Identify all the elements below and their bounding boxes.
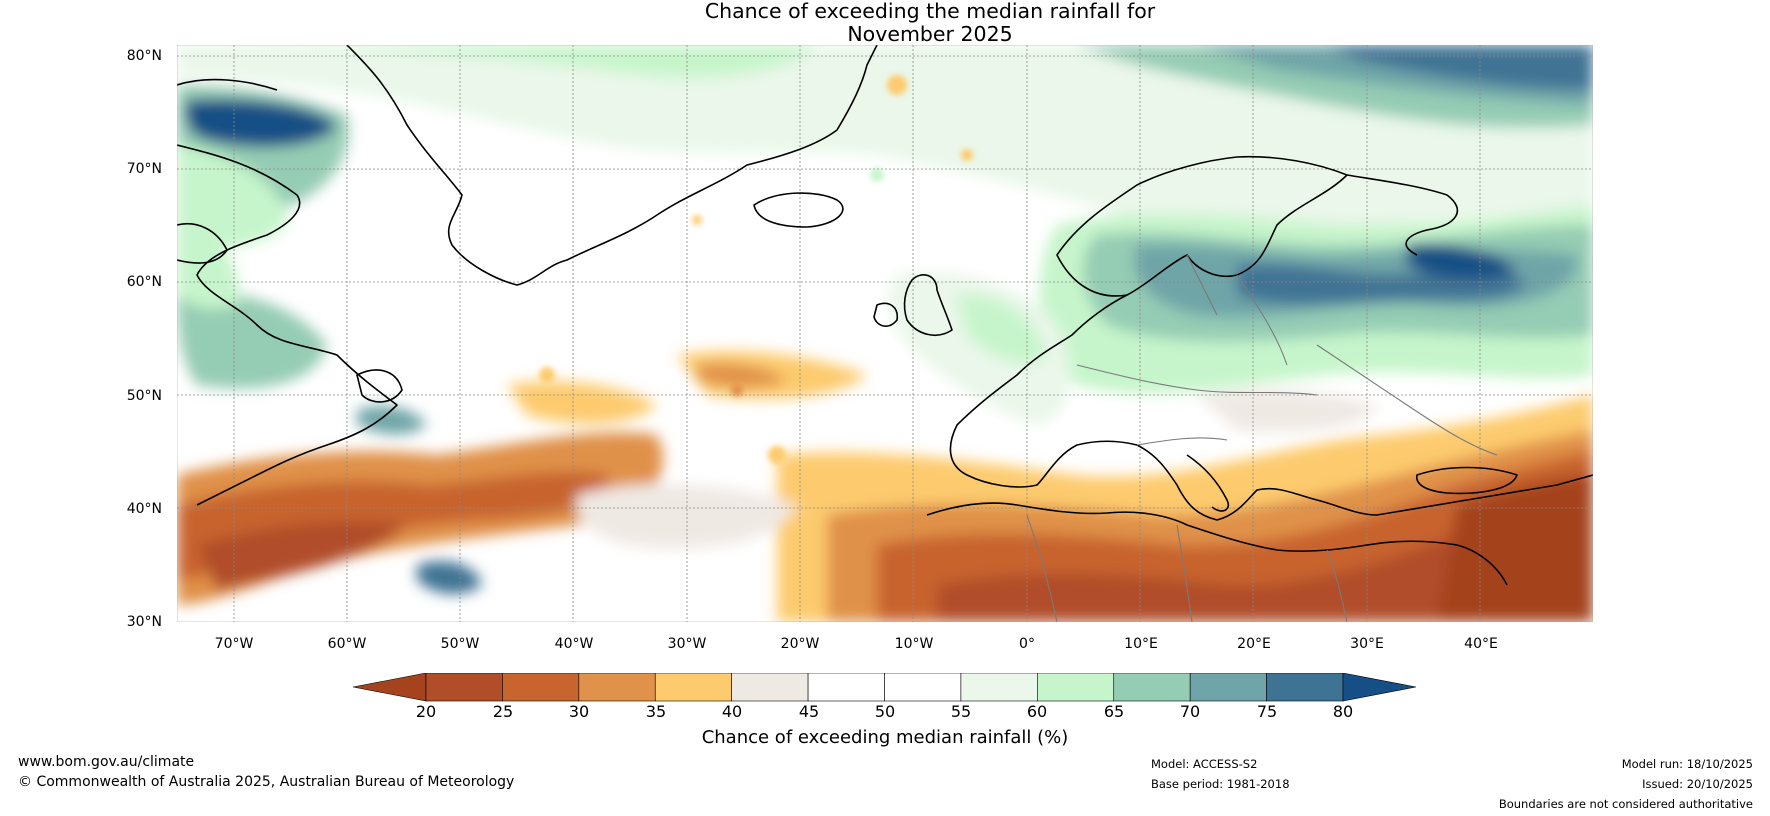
- colorbar-tick: 25: [492, 702, 514, 721]
- colorbar-segment: [1266, 673, 1344, 702]
- colorbar-tick: 50: [874, 702, 896, 721]
- colorbar-tick: 80: [1332, 702, 1354, 721]
- lat-label: 40°N: [126, 501, 162, 517]
- disclaimer-text: Boundaries are not considered authoritat…: [1498, 797, 1753, 811]
- coastlines: [177, 45, 1593, 586]
- probability-spots: [539, 75, 973, 464]
- lat-label: 70°N: [126, 161, 162, 177]
- map-canvas: [177, 45, 1593, 622]
- colorbar-tick: 60: [1026, 702, 1048, 721]
- lat-label: 80°N: [126, 48, 162, 64]
- lon-label: 30°E: [1350, 636, 1384, 652]
- colorbar-tick: 40: [721, 702, 743, 721]
- country-borders: [1026, 254, 1498, 622]
- copyright-text: © Commonwealth of Australia 2025, Austra…: [18, 774, 515, 790]
- colorbar-segment: [425, 673, 503, 702]
- colorbar-tick: 45: [798, 702, 820, 721]
- lat-label: 50°N: [126, 388, 162, 404]
- colorbar-tick: 55: [950, 702, 972, 721]
- colorbar-segment: [578, 673, 656, 702]
- colorbar-segment: [1189, 673, 1267, 702]
- colorbar-label: Chance of exceeding median rainfall (%): [701, 727, 1069, 748]
- colorbar-segment: [654, 673, 732, 702]
- colorbar-segment: [1037, 673, 1115, 702]
- lon-label: 10°E: [1124, 636, 1158, 652]
- rainfall-map: [177, 45, 1593, 622]
- lon-label: 20°E: [1237, 636, 1271, 652]
- graticule: [177, 45, 1593, 622]
- lon-label: 40°E: [1464, 636, 1498, 652]
- lon-label: 60°W: [327, 636, 367, 652]
- lat-label: 30°N: [126, 614, 162, 630]
- lon-label: 10°W: [894, 636, 934, 652]
- lon-label: 0°: [1019, 636, 1035, 652]
- colorbar-segment: [1113, 673, 1191, 702]
- lon-label: 30°W: [667, 636, 707, 652]
- colorbar-tick: 30: [568, 702, 590, 721]
- website-link[interactable]: www.bom.gov.au/climate: [18, 754, 195, 770]
- lon-label: 20°W: [780, 636, 820, 652]
- issued-text: Issued: 20/10/2025: [1642, 777, 1753, 791]
- colorbar-segment: [960, 673, 1038, 702]
- colorbar-segment: [731, 673, 809, 702]
- colorbar-tick: 75: [1256, 702, 1278, 721]
- colorbar-extend-low: [352, 673, 427, 702]
- colorbar-tick: 35: [645, 702, 667, 721]
- lon-label: 40°W: [554, 636, 594, 652]
- colorbar-tick: 20: [415, 702, 437, 721]
- colorbar-tick: 70: [1179, 702, 1201, 721]
- lon-label: 70°W: [214, 636, 254, 652]
- colorbar-extend-high: [1342, 673, 1417, 702]
- chart-title: Chance of exceeding the median rainfall …: [0, 0, 1770, 46]
- title-line-1: Chance of exceeding the median rainfall …: [704, 0, 1156, 23]
- colorbar-segment: [884, 673, 962, 702]
- title-line-2: November 2025: [847, 22, 1013, 46]
- colorbar-segment: [807, 673, 885, 702]
- model-text: Model: ACCESS-S2: [1151, 757, 1258, 771]
- probability-field: [177, 45, 1593, 622]
- lat-label: 60°N: [126, 274, 162, 290]
- colorbar-segment: [502, 673, 580, 702]
- lon-label: 50°W: [440, 636, 480, 652]
- colorbar-tick: 65: [1103, 702, 1125, 721]
- base-period-text: Base period: 1981-2018: [1151, 777, 1290, 791]
- colorbar: [352, 673, 1417, 702]
- model-run-text: Model run: 18/10/2025: [1621, 757, 1753, 771]
